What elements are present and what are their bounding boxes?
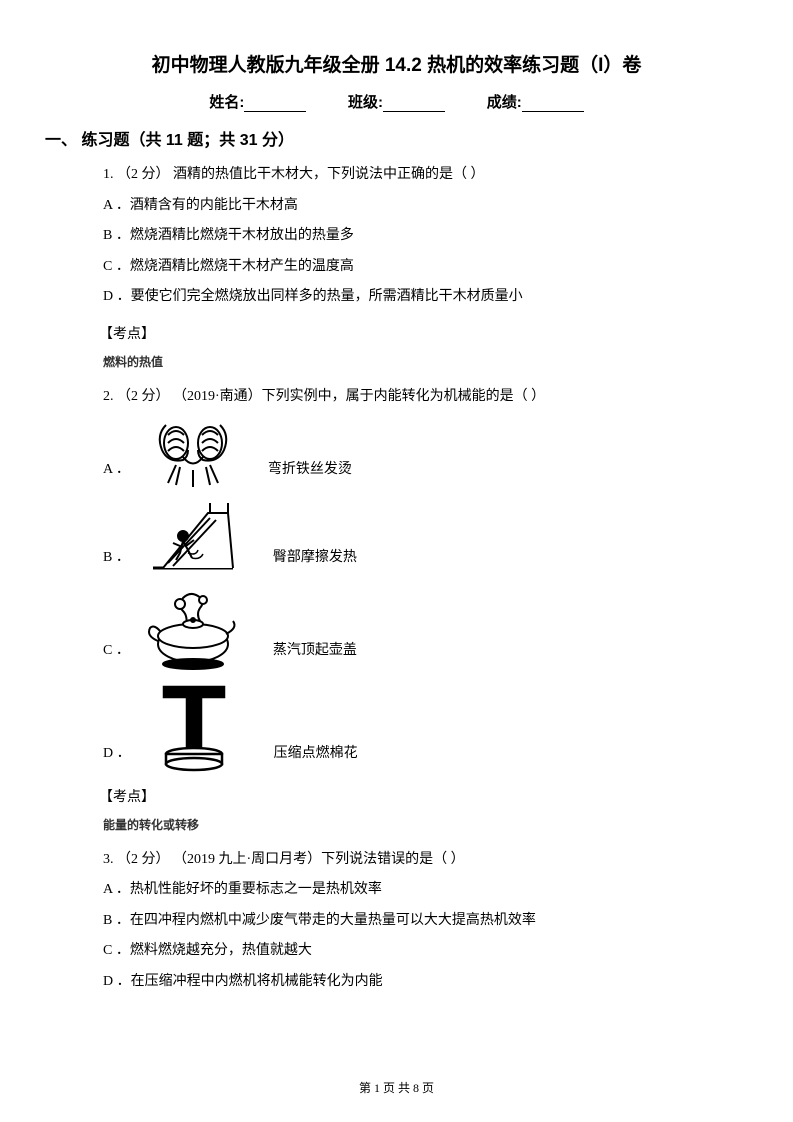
student-info-row: 姓名: 班级: 成绩:: [75, 91, 718, 112]
q3-option-b: B ．在四冲程内燃机中减少废气带走的大量热量可以大大提高热机效率: [103, 908, 718, 935]
q1-option-c: C ．燃烧酒精比燃烧干木材产生的温度高: [103, 254, 718, 281]
question-2: 2. （2 分） （2019·南通）下列实例中，属于内能转化为机械能的是（ ） …: [75, 384, 718, 774]
q2-option-c: C ． 蒸汽顶起壶盖: [103, 586, 718, 671]
q2-kaodian: 【考点】: [75, 786, 718, 806]
class-label: 班级:: [348, 94, 383, 111]
q2-d-label: D ．: [103, 741, 131, 774]
q1-option-a: A ．酒精含有的内能比干木材高: [103, 193, 718, 220]
q2-option-a: A ． 弯折铁丝发烫: [103, 415, 718, 490]
score-label: 成绩:: [487, 94, 522, 111]
question-1: 1. （2 分） 酒精的热值比干木材大，下列说法中正确的是（ ） A ．酒精含有…: [75, 162, 718, 311]
section-header: 一、 练习题（共 11 题；共 31 分）: [45, 126, 718, 150]
q2-c-text: 蒸汽顶起壶盖: [273, 638, 357, 671]
q2-d-text: 压缩点燃棉花: [274, 741, 358, 774]
q2-option-d: D ． 压缩点燃棉花: [103, 679, 718, 774]
q3-option-d: D ．在压缩冲程中内燃机将机械能转化为内能: [103, 969, 718, 996]
q2-option-b: B ． 臀部摩擦发热: [103, 498, 718, 578]
q1-topic: 燃料的热值: [75, 353, 718, 370]
q2-stem: 2. （2 分） （2019·南通）下列实例中，属于内能转化为机械能的是（ ）: [103, 384, 718, 411]
q3-option-c: C ．燃料燃烧越充分，热值就越大: [103, 938, 718, 965]
q1-kaodian: 【考点】: [75, 323, 718, 343]
q1-option-d: D ．要使它们完全燃烧放出同样多的热量，所需酒精比干木材质量小: [103, 284, 718, 311]
class-blank[interactable]: [383, 98, 445, 112]
q2-c-label: C ．: [103, 638, 130, 671]
q3-stem: 3. （2 分） （2019 九上·周口月考）下列说法错误的是（ ）: [103, 847, 718, 874]
q3-option-a: A ．热机性能好坏的重要标志之一是热机效率: [103, 877, 718, 904]
q2-b-text: 臀部摩擦发热: [273, 545, 357, 578]
q2-topic: 能量的转化或转移: [75, 816, 718, 833]
page-title: 初中物理人教版九年级全册 14.2 热机的效率练习题（I）卷: [75, 50, 718, 77]
slide-friction-icon: [138, 498, 253, 578]
steam-kettle-icon: [138, 586, 253, 671]
q1-stem: 1. （2 分） 酒精的热值比干木材大，下列说法中正确的是（ ）: [103, 162, 718, 189]
name-label: 姓名:: [209, 94, 244, 111]
q2-b-label: B ．: [103, 545, 130, 578]
score-blank[interactable]: [522, 98, 584, 112]
compression-tube-icon: [139, 679, 254, 774]
question-3: 3. （2 分） （2019 九上·周口月考）下列说法错误的是（ ） A ．热机…: [75, 847, 718, 996]
q1-option-b: B ．燃烧酒精比燃烧干木材放出的热量多: [103, 223, 718, 250]
hands-bending-wire-icon: [138, 415, 248, 490]
page-footer: 第 1 页 共 8 页: [0, 1079, 793, 1096]
q2-a-label: A ．: [103, 457, 130, 490]
q2-a-text: 弯折铁丝发烫: [268, 457, 352, 490]
name-blank[interactable]: [244, 98, 306, 112]
